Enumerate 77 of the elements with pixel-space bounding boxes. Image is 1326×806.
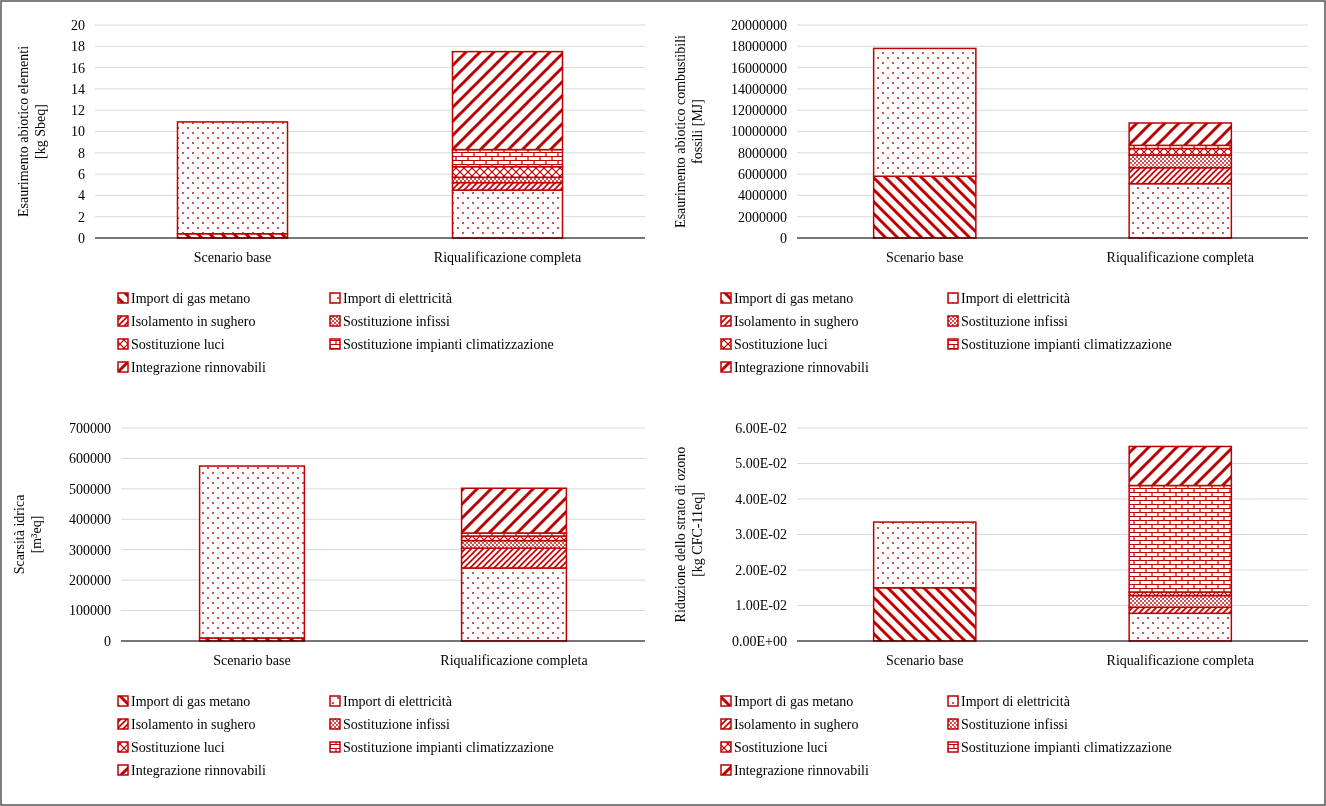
- legend-label: Import di elettricità: [343, 290, 453, 306]
- y-tick-label: 14000000: [731, 81, 787, 97]
- x-tick-label: Riqualificazione completa: [433, 250, 582, 265]
- x-tick-label: Scenario base: [213, 653, 291, 668]
- y-axis-title: Esaurimento abiotico combustibili fossili [MJ]: [673, 34, 705, 228]
- y-tick-label: 5.00E-02: [735, 456, 787, 472]
- legend-label: Integrazione rinnovabili: [734, 359, 869, 375]
- legend-label: Import di gas metano: [734, 290, 854, 306]
- legend-label: Isolamento in sughero: [131, 716, 256, 732]
- y-tick-label: 16000000: [731, 60, 787, 76]
- y-tick-label: 300000: [69, 542, 111, 558]
- y-tick-label: 8000000: [738, 145, 787, 161]
- y-tick-label: 18: [71, 39, 85, 55]
- legend-label: Sostituzione infissi: [961, 313, 1069, 329]
- y-tick-label: 14: [71, 81, 85, 97]
- y-axis-title: Riduzione dello strato di ozono [kg CFC-11eq]: [673, 446, 705, 623]
- legend-label: Sostituzione infissi: [961, 716, 1069, 732]
- y-tick-label: 6000000: [738, 167, 787, 182]
- y-tick-label: 18000000: [731, 39, 787, 55]
- y-tick-label: 6.00E-02: [735, 420, 787, 436]
- legend-label: Sostituzione luci: [734, 739, 828, 755]
- y-axis-title: Esaurimento abiotico elementi [kg Sbeq]: [16, 45, 48, 218]
- legend-label: Integrazione rinnovabili: [131, 762, 266, 778]
- y-tick-label: 0: [104, 633, 111, 649]
- x-tick-label: Riqualificazione completa: [1106, 653, 1255, 668]
- x-tick-label: Riqualificazione completa: [440, 653, 589, 668]
- y-tick-label: 0.00E+00: [732, 633, 787, 649]
- y-tick-label: 2: [78, 209, 85, 225]
- legend-label: Sostituzione impianti climatizzazione: [343, 336, 554, 352]
- y-tick-label: 4: [78, 188, 85, 204]
- y-tick-label: 10: [71, 124, 85, 140]
- y-tick-label: 2.00E-02: [735, 562, 787, 578]
- y-tick-label: 0: [78, 230, 85, 246]
- legend-label: Integrazione rinnovabili: [131, 359, 266, 375]
- y-tick-label: 2000000: [738, 209, 787, 225]
- legend-label: Sostituzione luci: [131, 739, 225, 755]
- y-tick-label: 200000: [69, 573, 111, 589]
- legend-label: Isolamento in sughero: [734, 716, 859, 732]
- y-tick-label: 700000: [69, 420, 111, 436]
- legend-label: Isolamento in sughero: [734, 313, 859, 329]
- y-tick-label: 12000000: [731, 103, 787, 119]
- legend-label: Import di elettricità: [961, 290, 1071, 306]
- y-tick-label: 500000: [69, 481, 111, 497]
- y-tick-label: 20000000: [731, 17, 787, 33]
- y-tick-label: 0: [780, 230, 787, 246]
- y-tick-label: 100000: [69, 603, 111, 619]
- x-tick-label: Scenario base: [886, 250, 964, 265]
- x-tick-label: Scenario base: [193, 250, 272, 265]
- legend-label: Isolamento in sughero: [131, 313, 256, 329]
- legend-label: Sostituzione infissi: [343, 313, 451, 329]
- y-tick-label: 600000: [69, 451, 111, 467]
- legend-label: Import di gas metano: [131, 290, 251, 306]
- y-tick-label: 8: [78, 145, 85, 161]
- y-tick-label: 400000: [69, 512, 111, 528]
- y-tick-label: 20: [71, 17, 85, 33]
- y-tick-label: 4000000: [738, 188, 787, 204]
- legend-label: Import di elettricità: [961, 693, 1071, 709]
- y-tick-label: 16: [71, 60, 85, 76]
- legend-label: Sostituzione infissi: [343, 716, 451, 732]
- y-tick-label: 10000000: [731, 124, 787, 140]
- legend-label: Sostituzione impianti climatizzazione: [961, 739, 1172, 755]
- legend-label: Import di gas metano: [734, 693, 854, 709]
- y-axis-title: Scarsità idrica [m³eq]: [12, 493, 44, 575]
- legend-label: Import di elettricità: [343, 693, 453, 709]
- legend-label: Sostituzione luci: [131, 336, 225, 352]
- y-tick-label: 12: [71, 103, 85, 119]
- legend-label: Integrazione rinnovabili: [734, 762, 869, 778]
- legend-label: Sostituzione impianti climatizzazione: [343, 739, 554, 755]
- x-tick-label: Riqualificazione completa: [1106, 250, 1255, 265]
- legend-label: Sostituzione impianti climatizzazione: [961, 336, 1172, 352]
- y-tick-label: 1.00E-02: [735, 598, 787, 614]
- x-tick-label: Scenario base: [886, 653, 964, 668]
- legend-label: Sostituzione luci: [734, 336, 828, 352]
- y-tick-label: 4.00E-02: [735, 491, 787, 507]
- y-tick-label: 3.00E-02: [735, 527, 787, 543]
- y-tick-label: 6: [78, 167, 85, 182]
- legend-label: Import di gas metano: [131, 693, 251, 709]
